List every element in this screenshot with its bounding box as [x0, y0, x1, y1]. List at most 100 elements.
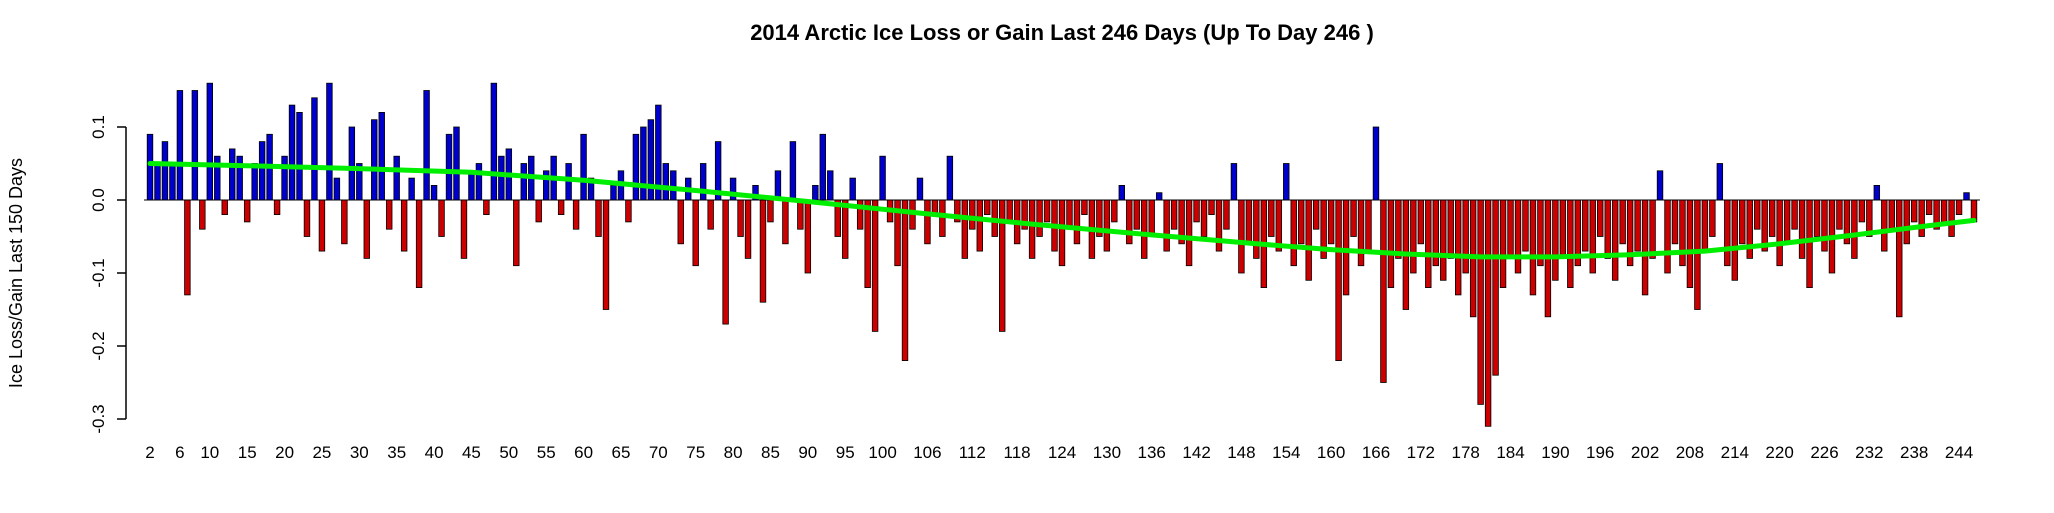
bar-day-213: [1724, 199, 1731, 267]
bar-day-41: [438, 199, 445, 237]
bar-day-26: [326, 82, 333, 201]
bar-day-206: [1671, 199, 1679, 245]
bar-day-236: [1896, 199, 1903, 318]
bar-day-222: [1791, 199, 1798, 230]
bar-day-144: [1208, 199, 1215, 216]
bar-day-136: [1148, 199, 1155, 237]
bar-day-87: [782, 199, 789, 245]
bar-day-191: [1559, 199, 1567, 259]
bar-day-172: [1417, 199, 1425, 245]
bar-day-40: [430, 184, 438, 201]
bar-day-183: [1499, 199, 1507, 288]
bar-day-85: [767, 199, 774, 223]
bar-day-98: [864, 199, 871, 288]
bar-day-95: [842, 199, 849, 259]
bar-day-46: [475, 163, 483, 201]
x-tick-label-60: 60: [574, 443, 593, 462]
bar-day-165: [1365, 199, 1372, 252]
bar-day-190: [1552, 199, 1559, 281]
bar-day-111: [961, 199, 969, 259]
bar-day-3: [154, 163, 161, 201]
bar-day-75: [692, 199, 699, 267]
bar-day-113: [976, 199, 983, 252]
bar-day-177: [1455, 199, 1462, 296]
bar-day-88: [789, 141, 797, 201]
bar-day-9: [199, 199, 206, 230]
x-tick-label-100: 100: [868, 443, 896, 462]
bar-day-219: [1768, 199, 1776, 237]
x-tick-label-106: 106: [913, 443, 941, 462]
x-tick-label-208: 208: [1676, 443, 1704, 462]
bar-day-217: [1754, 199, 1761, 230]
bar-day-86: [774, 170, 782, 201]
x-tick-label-10: 10: [200, 443, 219, 462]
bar-day-141: [1185, 199, 1193, 267]
bar-day-186: [1522, 199, 1529, 252]
bar-day-137: [1155, 192, 1163, 201]
bar-day-54: [535, 199, 542, 223]
x-tick-label-45: 45: [462, 443, 481, 462]
bar-day-8: [191, 90, 199, 201]
x-tick-label-15: 15: [238, 443, 257, 462]
bar-day-214: [1731, 199, 1738, 281]
bar-day-91: [812, 184, 819, 201]
bar-day-29: [348, 126, 356, 201]
bar-day-171: [1410, 199, 1417, 274]
x-tick-label-202: 202: [1631, 443, 1659, 462]
bar-day-244: [1955, 199, 1963, 216]
bar-day-62: [595, 199, 602, 237]
bar-day-237: [1903, 199, 1910, 245]
bar-day-68: [640, 126, 647, 201]
bar-day-220: [1776, 199, 1783, 267]
x-tick-label-142: 142: [1182, 443, 1210, 462]
bar-day-184: [1507, 199, 1514, 259]
x-tick-label-136: 136: [1138, 443, 1166, 462]
x-tick-label-112: 112: [959, 443, 986, 462]
bar-day-139: [1170, 199, 1178, 230]
bar-day-135: [1141, 199, 1148, 259]
x-tick-label-6: 6: [175, 443, 184, 462]
bar-day-47: [483, 199, 490, 216]
bar-day-100: [879, 155, 886, 201]
x-tick-label-85: 85: [761, 443, 780, 462]
bar-day-43: [453, 126, 460, 201]
bar-day-163: [1350, 199, 1357, 237]
bar-day-108: [939, 199, 946, 237]
bar-day-133: [1126, 199, 1133, 245]
bar-day-228: [1836, 199, 1843, 230]
bar-day-73: [677, 199, 684, 245]
bar-day-154: [1283, 163, 1290, 201]
x-tick-label-148: 148: [1227, 443, 1255, 462]
bar-day-31: [363, 199, 370, 259]
bar-day-120: [1028, 199, 1036, 259]
bar-day-10: [206, 82, 213, 201]
bar-day-52: [520, 163, 527, 201]
x-tick-label-232: 232: [1855, 443, 1883, 462]
bar-day-37: [408, 177, 415, 201]
bar-day-211: [1709, 199, 1716, 237]
bar-day-162: [1342, 199, 1350, 296]
bar-day-114: [984, 199, 991, 216]
x-tick-label-65: 65: [612, 443, 631, 462]
bar-day-233: [1873, 184, 1881, 201]
x-tick-label-118: 118: [1004, 443, 1031, 462]
bar-day-176: [1447, 199, 1454, 259]
bar-day-2: [146, 133, 154, 201]
bar-day-207: [1679, 199, 1686, 267]
x-tick-label-160: 160: [1317, 443, 1345, 462]
bar-day-66: [625, 199, 632, 223]
bar-day-169: [1395, 199, 1402, 259]
bar-day-201: [1634, 199, 1641, 252]
bar-day-16: [251, 163, 258, 201]
bar-day-132: [1118, 184, 1125, 201]
bar-day-147: [1230, 163, 1238, 201]
bar-day-197: [1604, 199, 1611, 259]
bar-day-82: [744, 199, 752, 259]
bar-day-158: [1312, 199, 1320, 230]
y-tick-label: 0.1: [89, 115, 108, 139]
trend-line-group: [147, 161, 1977, 260]
bar-day-112: [969, 199, 976, 230]
bar-day-60: [580, 133, 587, 201]
bar-day-90: [804, 199, 812, 274]
